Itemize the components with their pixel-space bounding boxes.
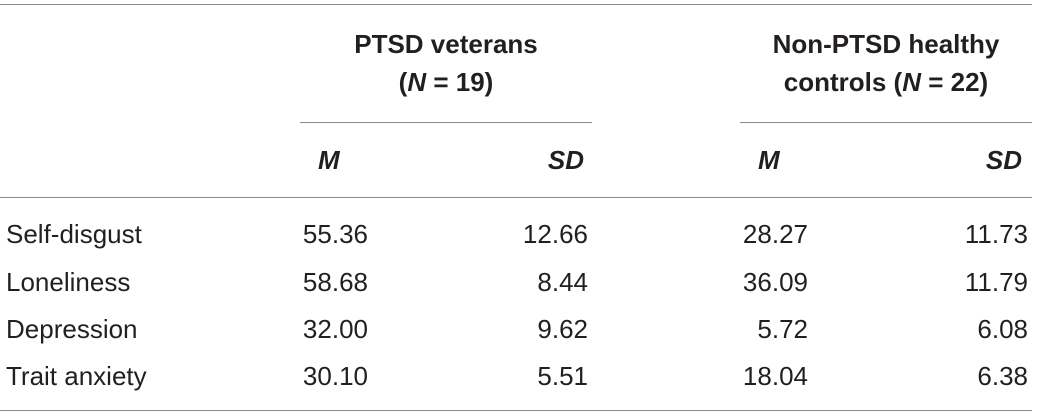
header-bottom-rule: [0, 197, 1032, 198]
cell-ptsd-mean: 32.00: [302, 314, 368, 344]
group-underline-right: [740, 122, 1032, 123]
group-underline-left: [300, 122, 592, 123]
row-label: Depression: [6, 314, 138, 344]
subheader-sd-controls: SD: [985, 145, 1022, 175]
cell-ptsd-sd: 8.44: [537, 267, 588, 297]
cell-controls-sd: 11.79: [964, 267, 1028, 297]
group-header-line1: PTSD veterans: [354, 29, 538, 59]
cell-controls-sd: 11.73: [964, 219, 1028, 249]
cell-controls-mean: 5.72: [757, 314, 808, 344]
row-label: Self-disgust: [6, 219, 142, 249]
subheader-mean-ptsd: M: [318, 145, 340, 175]
cell-controls-mean: 28.27: [742, 219, 808, 249]
cell-ptsd-sd: 12.66: [522, 219, 588, 249]
cell-ptsd-sd: 9.62: [537, 314, 588, 344]
row-label: Trait anxiety: [6, 361, 147, 391]
row-label: Loneliness: [6, 267, 131, 297]
table-bottom-rule: [0, 410, 1032, 411]
cell-ptsd-sd: 5.51: [537, 361, 588, 391]
group-header-line1: Non-PTSD healthy: [772, 29, 1000, 59]
subheader-mean-controls: M: [758, 145, 780, 175]
cell-controls-sd: 6.38: [977, 361, 1028, 391]
group-header-line2: (N = 19): [398, 67, 494, 97]
group-header-healthy-controls: Non-PTSD healthy controls (N = 22): [740, 25, 1032, 101]
table-row: Self-disgust 55.36 12.66 28.27 11.73: [0, 210, 1040, 258]
cell-controls-sd: 6.08: [977, 314, 1028, 344]
cell-ptsd-mean: 58.68: [302, 267, 368, 297]
table-top-rule: [0, 4, 1032, 5]
group-header-ptsd-veterans: PTSD veterans (N = 19): [300, 25, 592, 101]
cell-ptsd-mean: 30.10: [302, 361, 368, 391]
subheader-sd-ptsd: SD: [547, 145, 584, 175]
table-row: Loneliness 58.68 8.44 36.09 11.79: [0, 258, 1040, 306]
group-header-line2: controls (N = 22): [783, 67, 989, 97]
table-row: Depression 32.00 9.62 5.72 6.08: [0, 305, 1040, 353]
cell-controls-mean: 36.09: [742, 267, 808, 297]
cell-controls-mean: 18.04: [742, 361, 808, 391]
table-row: Trait anxiety 30.10 5.51 18.04 6.38: [0, 352, 1040, 400]
cell-ptsd-mean: 55.36: [302, 219, 368, 249]
